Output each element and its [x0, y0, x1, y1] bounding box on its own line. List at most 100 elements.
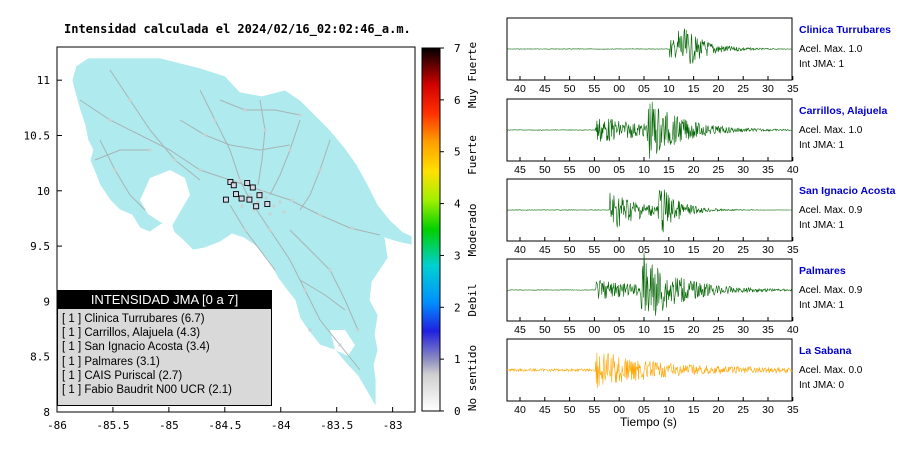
colorbar: [421, 47, 441, 412]
station-marker: [246, 196, 253, 203]
legend-item: [ 1 ] Fabio Baudrit N00 UCR (2.1): [62, 384, 233, 397]
waveform-tick-label: 15: [688, 244, 700, 256]
city-dot: [328, 268, 332, 272]
waveform-tick-label: 55: [589, 83, 601, 95]
waveform-tick-label: 45: [539, 244, 551, 256]
waveform-trace: [506, 101, 793, 159]
waveform-tick-label: 15: [688, 404, 700, 416]
waveform-trace: [506, 252, 793, 316]
station-jma: Int JMA: 1: [799, 59, 845, 70]
waveform-panels: 40 45 50 55 00 05 10 15 20 25 30 35 45 50 55 00 05 10 15 20…: [506, 17, 799, 416]
map-y-tick-label: 8.5: [30, 351, 50, 364]
colorbar-categories: No sentido Debil Moderado Fuerte Muy Fuerte: [466, 42, 479, 411]
city-dot: [203, 133, 207, 137]
waveform-tick-label: 45: [539, 83, 551, 95]
waveform-panel: 40 45 50 55 00 05 10 15 20 25 30 35: [506, 338, 799, 416]
waveform-tick-label: 00: [589, 164, 601, 176]
map-x-tick-label: -85.5: [96, 419, 129, 432]
station-markers: [222, 178, 271, 210]
waveform-tick-label: 05: [638, 404, 650, 416]
colorbar-tick-label: 2: [454, 301, 461, 314]
station-info: Clinica Turrubares Acel. Max. 1.0 Int JMA:…: [799, 24, 891, 70]
station-acel: Acel. Max. 0.0: [799, 365, 863, 376]
colorbar-tick-label: 6: [454, 94, 461, 107]
waveform-panel: 45 50 55 00 05 10 15 20 25 30 35 40: [506, 98, 799, 176]
station-jma: Int JMA: 0: [799, 380, 845, 391]
waveform-tick-label: 50: [564, 404, 576, 416]
colorbar-category-label: Moderado: [466, 204, 479, 257]
city-dot: [268, 212, 272, 216]
waveform-tick-label: 10: [663, 404, 675, 416]
city-dot: [213, 118, 217, 122]
station-marker: [264, 201, 271, 208]
waveform-tick-label: 45: [539, 404, 551, 416]
city-dot: [290, 198, 294, 202]
station-name: La Sabana: [799, 345, 852, 357]
waveform-tick-label: 55: [564, 164, 576, 176]
waveform-tick-label: 00: [613, 83, 625, 95]
city-dot: [268, 228, 272, 232]
legend-title: INTENSIDAD JMA [0 a 7]: [58, 291, 271, 309]
station-marker: [238, 195, 245, 202]
waveform-trace: [506, 189, 793, 233]
city-dot: [108, 118, 112, 122]
station-name: Carrillos, Alajuela: [799, 105, 888, 117]
station-info: La Sabana Acel. Max. 0.0 Int JMA: 0: [799, 345, 862, 391]
legend-item: [ 1 ] CAIS Puriscal (2.7): [62, 369, 183, 382]
waveform-tick-label: 20: [713, 83, 725, 95]
waveform-tick-label: 10: [663, 244, 675, 256]
waveform-tick-label: 10: [638, 164, 650, 176]
waveform-tick-label: 45: [514, 164, 526, 176]
osa-gulf: [330, 330, 355, 356]
waveform-tick-label: 10: [638, 324, 650, 336]
waveform-tick-label: 45: [514, 324, 526, 336]
waveform-tick-label: 15: [663, 324, 675, 336]
city-dot: [288, 148, 292, 152]
waveform-tick-label: 50: [539, 164, 551, 176]
city-dot: [113, 168, 117, 172]
waveform-tick-label: 25: [737, 83, 749, 95]
waveform-trace: [507, 28, 792, 65]
map-x-tick-label: -83.5: [320, 419, 353, 432]
city-dot: [350, 226, 354, 230]
city-dot: [278, 200, 282, 204]
colorbar-ticks: 0 1 2 3 4 5 6 7: [440, 42, 461, 418]
city-dot: [272, 204, 276, 208]
legend-item: [ 1 ] San Ignacio Acosta (3.4): [62, 341, 210, 354]
colorbar-tick-label: 0: [454, 405, 461, 418]
station-acel: Acel. Max. 1.0: [799, 125, 863, 136]
station-marker: [256, 192, 263, 199]
waveform-tick-label: 40: [514, 404, 526, 416]
map-y-axis: 11 10.5 10 9.5 9 8.5 8: [24, 74, 62, 419]
waveform-tick-label: 30: [762, 404, 774, 416]
map-x-tick-label: -83: [383, 419, 403, 432]
waveform-tick-label: 40: [787, 164, 799, 176]
city-dot: [238, 178, 242, 182]
waveform-tick-label: 20: [713, 404, 725, 416]
station-acel: Acel. Max. 0.9: [799, 205, 863, 216]
waveform-tick-label: 35: [787, 83, 799, 95]
colorbar-category-label: No sentido: [466, 345, 479, 411]
map-y-tick-label: 8: [43, 406, 50, 419]
station-jma: Int JMA: 1: [799, 220, 845, 231]
waveform-tick-label: 05: [638, 244, 650, 256]
city-dot: [303, 288, 307, 292]
map-y-tick-label: 10: [37, 185, 50, 198]
city-dot: [298, 113, 302, 117]
colorbar-tick-label: 4: [454, 198, 461, 211]
station-info: Palmares Acel. Max. 0.9 Int JMA: 1: [799, 265, 862, 311]
station-name: Clinica Turrubares: [799, 24, 891, 36]
waveform-tick-label: 25: [737, 244, 749, 256]
station-acel: Acel. Max. 0.9: [799, 285, 863, 296]
map-y-tick-label: 10.5: [24, 129, 51, 142]
waveform-x-label: Tiempo (s): [620, 415, 677, 429]
city-markers: [108, 98, 360, 347]
city-dot: [148, 148, 152, 152]
waveform-tick-label: 00: [589, 324, 601, 336]
intensity-legend: INTENSIDAD JMA [0 a 7] [ 1 ] Clinica Tur…: [57, 290, 272, 406]
map-y-tick-label: 9.5: [30, 240, 50, 253]
waveform-trace: [506, 352, 793, 389]
city-dot: [128, 98, 132, 102]
waveform-tick-label: 35: [787, 404, 799, 416]
map-x-tick-label: -86: [47, 419, 67, 432]
